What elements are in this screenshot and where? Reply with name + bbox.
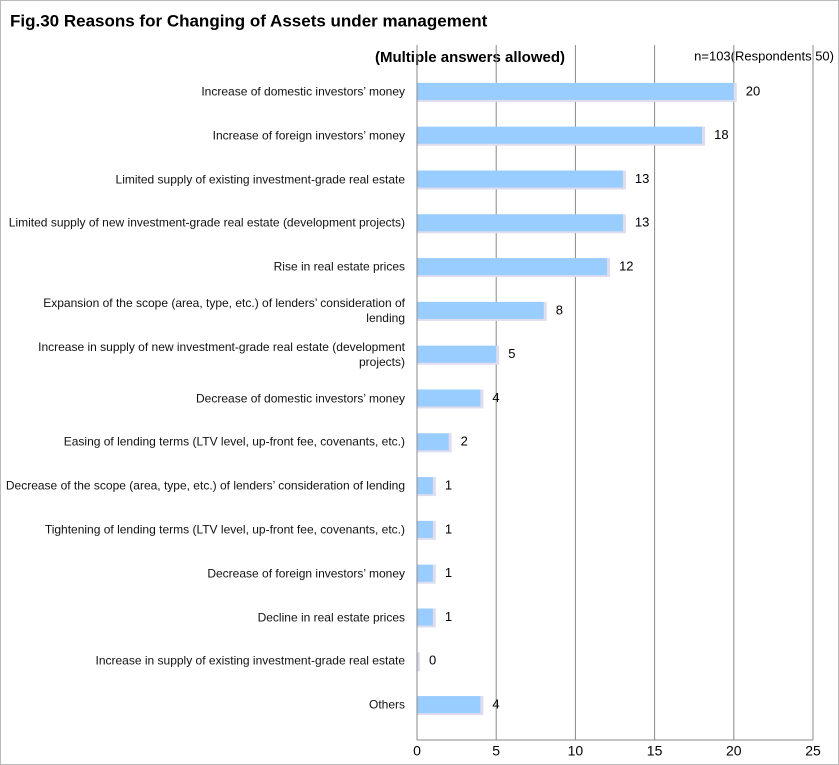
value-label: 12 bbox=[619, 259, 633, 274]
bar bbox=[417, 214, 623, 232]
y-tick-label: Increase in supply of new investment-gra… bbox=[38, 339, 405, 369]
y-tick-label: Rise in real estate prices bbox=[273, 259, 405, 274]
y-tick-label: Increase of foreign investors’ money bbox=[212, 128, 405, 143]
y-tick-label: Increase in supply of existing investmen… bbox=[95, 653, 406, 668]
y-tick-label: Expansion of the scope (area, type, etc.… bbox=[43, 295, 405, 325]
value-label: 18 bbox=[714, 127, 728, 142]
x-tick-label: 10 bbox=[568, 743, 584, 759]
bar-shadow bbox=[417, 652, 420, 672]
value-label: 5 bbox=[508, 346, 515, 361]
value-label: 20 bbox=[746, 83, 760, 98]
value-label: 4 bbox=[492, 697, 499, 712]
note: n=103(Respondents 50) bbox=[694, 48, 834, 63]
value-label: 1 bbox=[445, 565, 452, 580]
y-tick-label: Limited supply of new investment-grade r… bbox=[8, 215, 405, 230]
value-label: 4 bbox=[492, 390, 499, 405]
y-tick-label: Others bbox=[368, 697, 405, 712]
bar bbox=[417, 564, 433, 582]
bar bbox=[417, 477, 433, 495]
y-tick-label: Decline in real estate prices bbox=[257, 610, 405, 624]
chart-subtitle: (Multiple answers allowed) bbox=[375, 49, 565, 66]
bar bbox=[417, 608, 433, 626]
y-tick-label: Decrease of domestic investors’ money bbox=[196, 391, 405, 405]
x-tick-label: 15 bbox=[647, 743, 663, 759]
bar bbox=[417, 696, 481, 714]
x-tick-label: 0 bbox=[413, 743, 421, 759]
y-tick-label: Limited supply of existing investment-gr… bbox=[115, 172, 405, 186]
y-tick-label: Tightening of lending terms (LTV level, … bbox=[44, 522, 405, 537]
y-tick-label: Decrease of the scope (area, type, etc.)… bbox=[5, 478, 405, 493]
chart-title: Fig.30 Reasons for Changing of Assets un… bbox=[10, 11, 488, 30]
bar bbox=[417, 345, 497, 363]
value-label: 8 bbox=[556, 302, 563, 317]
x-tick-label: 25 bbox=[805, 743, 821, 759]
y-tick-label: Decrease of foreign investors’ money bbox=[207, 566, 405, 581]
bar bbox=[417, 170, 623, 188]
value-label: 0 bbox=[429, 653, 436, 668]
bar bbox=[417, 126, 703, 144]
bar bbox=[417, 301, 544, 319]
value-label: 1 bbox=[445, 521, 452, 536]
value-label: 1 bbox=[445, 478, 452, 493]
x-tick-label: 5 bbox=[492, 743, 500, 759]
bar bbox=[417, 389, 481, 407]
value-label: 2 bbox=[461, 434, 468, 449]
y-tick-label: Increase of domestic investors’ money bbox=[201, 84, 405, 99]
value-label: 13 bbox=[635, 171, 649, 186]
y-tick-label: Easing of lending terms (LTV level, up-f… bbox=[63, 434, 405, 449]
bar bbox=[417, 520, 433, 538]
bar bbox=[417, 258, 608, 276]
value-label: 13 bbox=[635, 215, 649, 230]
bar bbox=[417, 82, 734, 100]
x-tick-label: 20 bbox=[726, 743, 742, 759]
value-label: 1 bbox=[445, 609, 452, 624]
bar bbox=[417, 433, 449, 451]
